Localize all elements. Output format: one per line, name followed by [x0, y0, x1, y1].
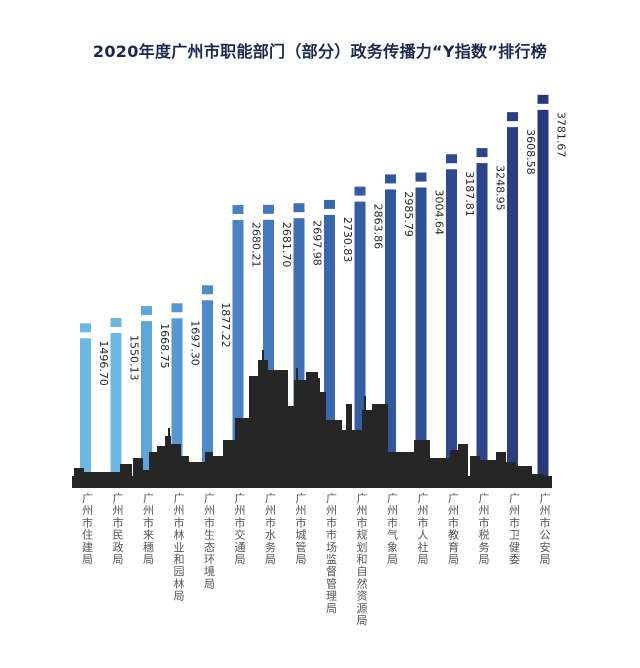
value-label: 2697.98 — [311, 220, 324, 266]
bar — [446, 169, 457, 488]
bar-cap — [110, 317, 122, 327]
skyline-building — [346, 404, 352, 488]
category-labels-group: 广州市住建局 广州市民政局 广州市来穗局 广州市林业和园林局 广州市生态环境局 广州市交通… — [82, 492, 551, 627]
chart-title: 2020年度广州市职能部门（部分）政务传播力“Y指数”排行榜 — [92, 42, 548, 61]
category-label: 广州市卫健委 — [509, 492, 520, 566]
skyline-building — [470, 456, 480, 488]
bar-cap — [476, 148, 488, 158]
category-label: 广州市税务局 — [479, 492, 490, 566]
value-label: 1697.30 — [189, 320, 202, 366]
bar — [476, 163, 488, 489]
category-label: 广州市市场监督管理局 — [326, 492, 337, 615]
category-label: 广州市来穗局 — [143, 492, 154, 566]
bar-cap — [263, 204, 274, 214]
skyline-spire — [262, 350, 264, 362]
bar — [385, 189, 396, 488]
value-label: 2985.79 — [402, 191, 415, 237]
skyline-building — [318, 392, 326, 488]
skyline-building — [72, 476, 552, 488]
bar — [202, 300, 213, 488]
value-label: 1668.75 — [158, 323, 171, 369]
bar-cap — [232, 204, 244, 214]
category-label: 广州市公安局 — [540, 492, 551, 566]
bar-cap — [171, 303, 183, 313]
value-labels-group: 1496.70 1550.13 1668.75 1697.30 1877.22 2680.… — [97, 112, 568, 386]
skyline-building — [213, 456, 223, 488]
bar-cap — [293, 203, 305, 213]
category-label: 广州市城管局 — [296, 492, 307, 566]
value-label: 2681.70 — [280, 222, 293, 268]
skyline-building — [171, 444, 181, 488]
bar — [415, 187, 427, 488]
value-label: 3781.67 — [555, 112, 568, 158]
skyline-building — [306, 372, 318, 488]
bar — [354, 201, 366, 488]
bar — [507, 127, 518, 488]
category-label: 广州市林业和园林局 — [174, 492, 185, 603]
value-label: 2863.86 — [372, 204, 385, 250]
category-label: 广州市交通局 — [235, 492, 246, 566]
skyline-building — [133, 458, 143, 488]
bar — [171, 318, 183, 488]
value-label: 1550.13 — [128, 335, 141, 381]
skyline-building — [362, 410, 372, 488]
skyline-building — [157, 446, 165, 488]
skyline-building — [458, 444, 468, 488]
skyline-building — [235, 418, 249, 488]
bar — [537, 109, 549, 488]
category-label: 广州市住建局 — [82, 492, 93, 566]
skyline-spire — [168, 428, 170, 438]
bar — [80, 338, 91, 488]
bar-cap — [537, 94, 549, 104]
bar-cap — [415, 172, 427, 182]
city-skyline-silhouette — [72, 350, 552, 488]
skyline-spire — [296, 368, 298, 382]
skyline-building — [326, 420, 342, 488]
value-label: 3248.95 — [494, 165, 507, 211]
skyline-building — [181, 456, 189, 488]
skyline-building — [149, 452, 157, 488]
value-label: 1496.70 — [97, 340, 110, 386]
bar-cap — [385, 174, 396, 184]
skyline-building — [506, 462, 516, 488]
bar-cap — [202, 285, 213, 295]
category-label: 广州市气象局 — [387, 492, 398, 566]
value-label: 2680.21 — [250, 222, 263, 268]
bar-cap — [141, 306, 152, 316]
skyline-building — [288, 406, 294, 488]
bar-cap — [446, 154, 457, 164]
bar — [232, 219, 244, 488]
bar — [324, 214, 335, 489]
category-label: 广州市水务局 — [265, 492, 276, 566]
skyline-spire — [364, 396, 366, 410]
bar-cap — [80, 323, 91, 333]
bar-cap — [324, 199, 335, 209]
bar — [293, 218, 305, 488]
category-label: 广州市规划和自然资源局 — [357, 492, 368, 627]
skyline-building — [165, 436, 171, 488]
category-label: 广州市人社局 — [418, 492, 429, 566]
skyline-spire — [318, 378, 320, 394]
category-label: 广州市民政局 — [113, 492, 124, 566]
bar — [141, 321, 152, 488]
bar — [263, 219, 274, 488]
skyline-building — [496, 452, 506, 488]
bar-cap — [507, 112, 518, 122]
value-label: 3608.58 — [524, 129, 537, 175]
category-label: 广州市教育局 — [448, 492, 459, 566]
skyline-building — [372, 404, 388, 488]
value-label: 3187.81 — [463, 171, 476, 217]
bar-cap — [354, 186, 366, 196]
skyline-building — [258, 360, 268, 488]
skyline-building — [450, 450, 458, 488]
value-label: 2730.83 — [341, 217, 354, 262]
bars-group — [80, 94, 549, 489]
value-label: 1877.22 — [219, 302, 232, 348]
skyline-building — [268, 370, 288, 488]
value-label: 3004.64 — [433, 190, 446, 236]
bar — [110, 332, 122, 488]
category-label: 广州市生态环境局 — [204, 492, 215, 590]
skyline-building — [205, 452, 213, 488]
